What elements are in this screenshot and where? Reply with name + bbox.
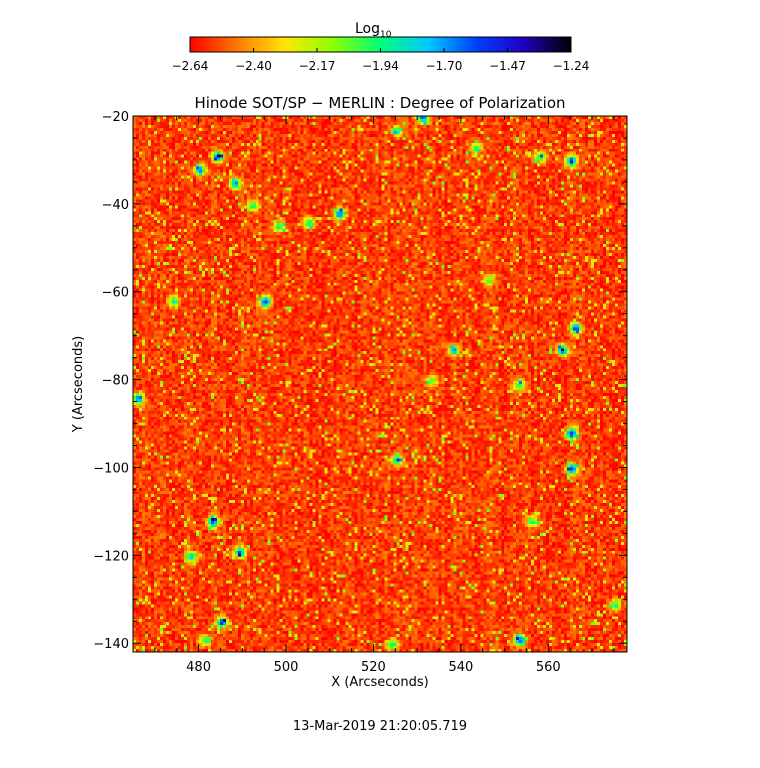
colorbar-tick-label: −1.94 (362, 59, 399, 73)
colorbar-tick-label: −2.40 (235, 59, 272, 73)
colorbar-tick-label: −1.70 (426, 59, 463, 73)
y-tick-label: −20 (102, 110, 129, 125)
y-axis-label: Y (Arcseconds) (71, 336, 86, 433)
x-axis-label: X (Arcseconds) (331, 675, 428, 690)
colorbar-ticks: −2.64 −2.40 −2.17 −1.94 −1.70 −1.47 −1.24 (172, 48, 590, 73)
x-tick-label: 480 (186, 660, 211, 675)
colorbar-tick-label: −1.24 (553, 59, 590, 73)
colorbar-title-main: Log (355, 21, 380, 37)
colorbar-title-subscript: 10 (380, 30, 392, 40)
y-tick-label: −100 (93, 461, 129, 476)
y-tick-label: −80 (102, 374, 129, 389)
colorbar-tick-label: −2.17 (299, 59, 336, 73)
y-axis: −20 −40 −60 −80 −100 −120 −140 (93, 110, 627, 652)
x-tick-label: 520 (361, 660, 386, 675)
x-tick-label: 500 (274, 660, 299, 675)
plot-area (132, 115, 628, 653)
colorbar-tick-label: −1.47 (489, 59, 526, 73)
y-tick-label: −140 (93, 637, 129, 652)
x-axis: 480 500 520 540 560 (132, 116, 615, 675)
heatmap-image (133, 116, 627, 652)
plot-frame (132, 115, 628, 653)
timestamp-label: 13-Mar-2019 21:20:05.719 (293, 719, 467, 734)
colorbar: Log10 −2.64 −2.40 −2.17 −1.94 −1.70 −1.47 −1.2… (172, 21, 590, 73)
y-tick-label: −60 (102, 286, 129, 301)
y-tick-label: −120 (93, 549, 129, 564)
x-tick-label: 540 (448, 660, 473, 675)
colorbar-title: Log10 (355, 21, 392, 40)
colorbar-tick-label: −2.64 (172, 59, 209, 73)
y-tick-label: −40 (102, 198, 129, 213)
x-tick-label: 560 (536, 660, 561, 675)
chart-title: Hinode SOT/SP − MERLIN : Degree of Polar… (194, 94, 565, 112)
